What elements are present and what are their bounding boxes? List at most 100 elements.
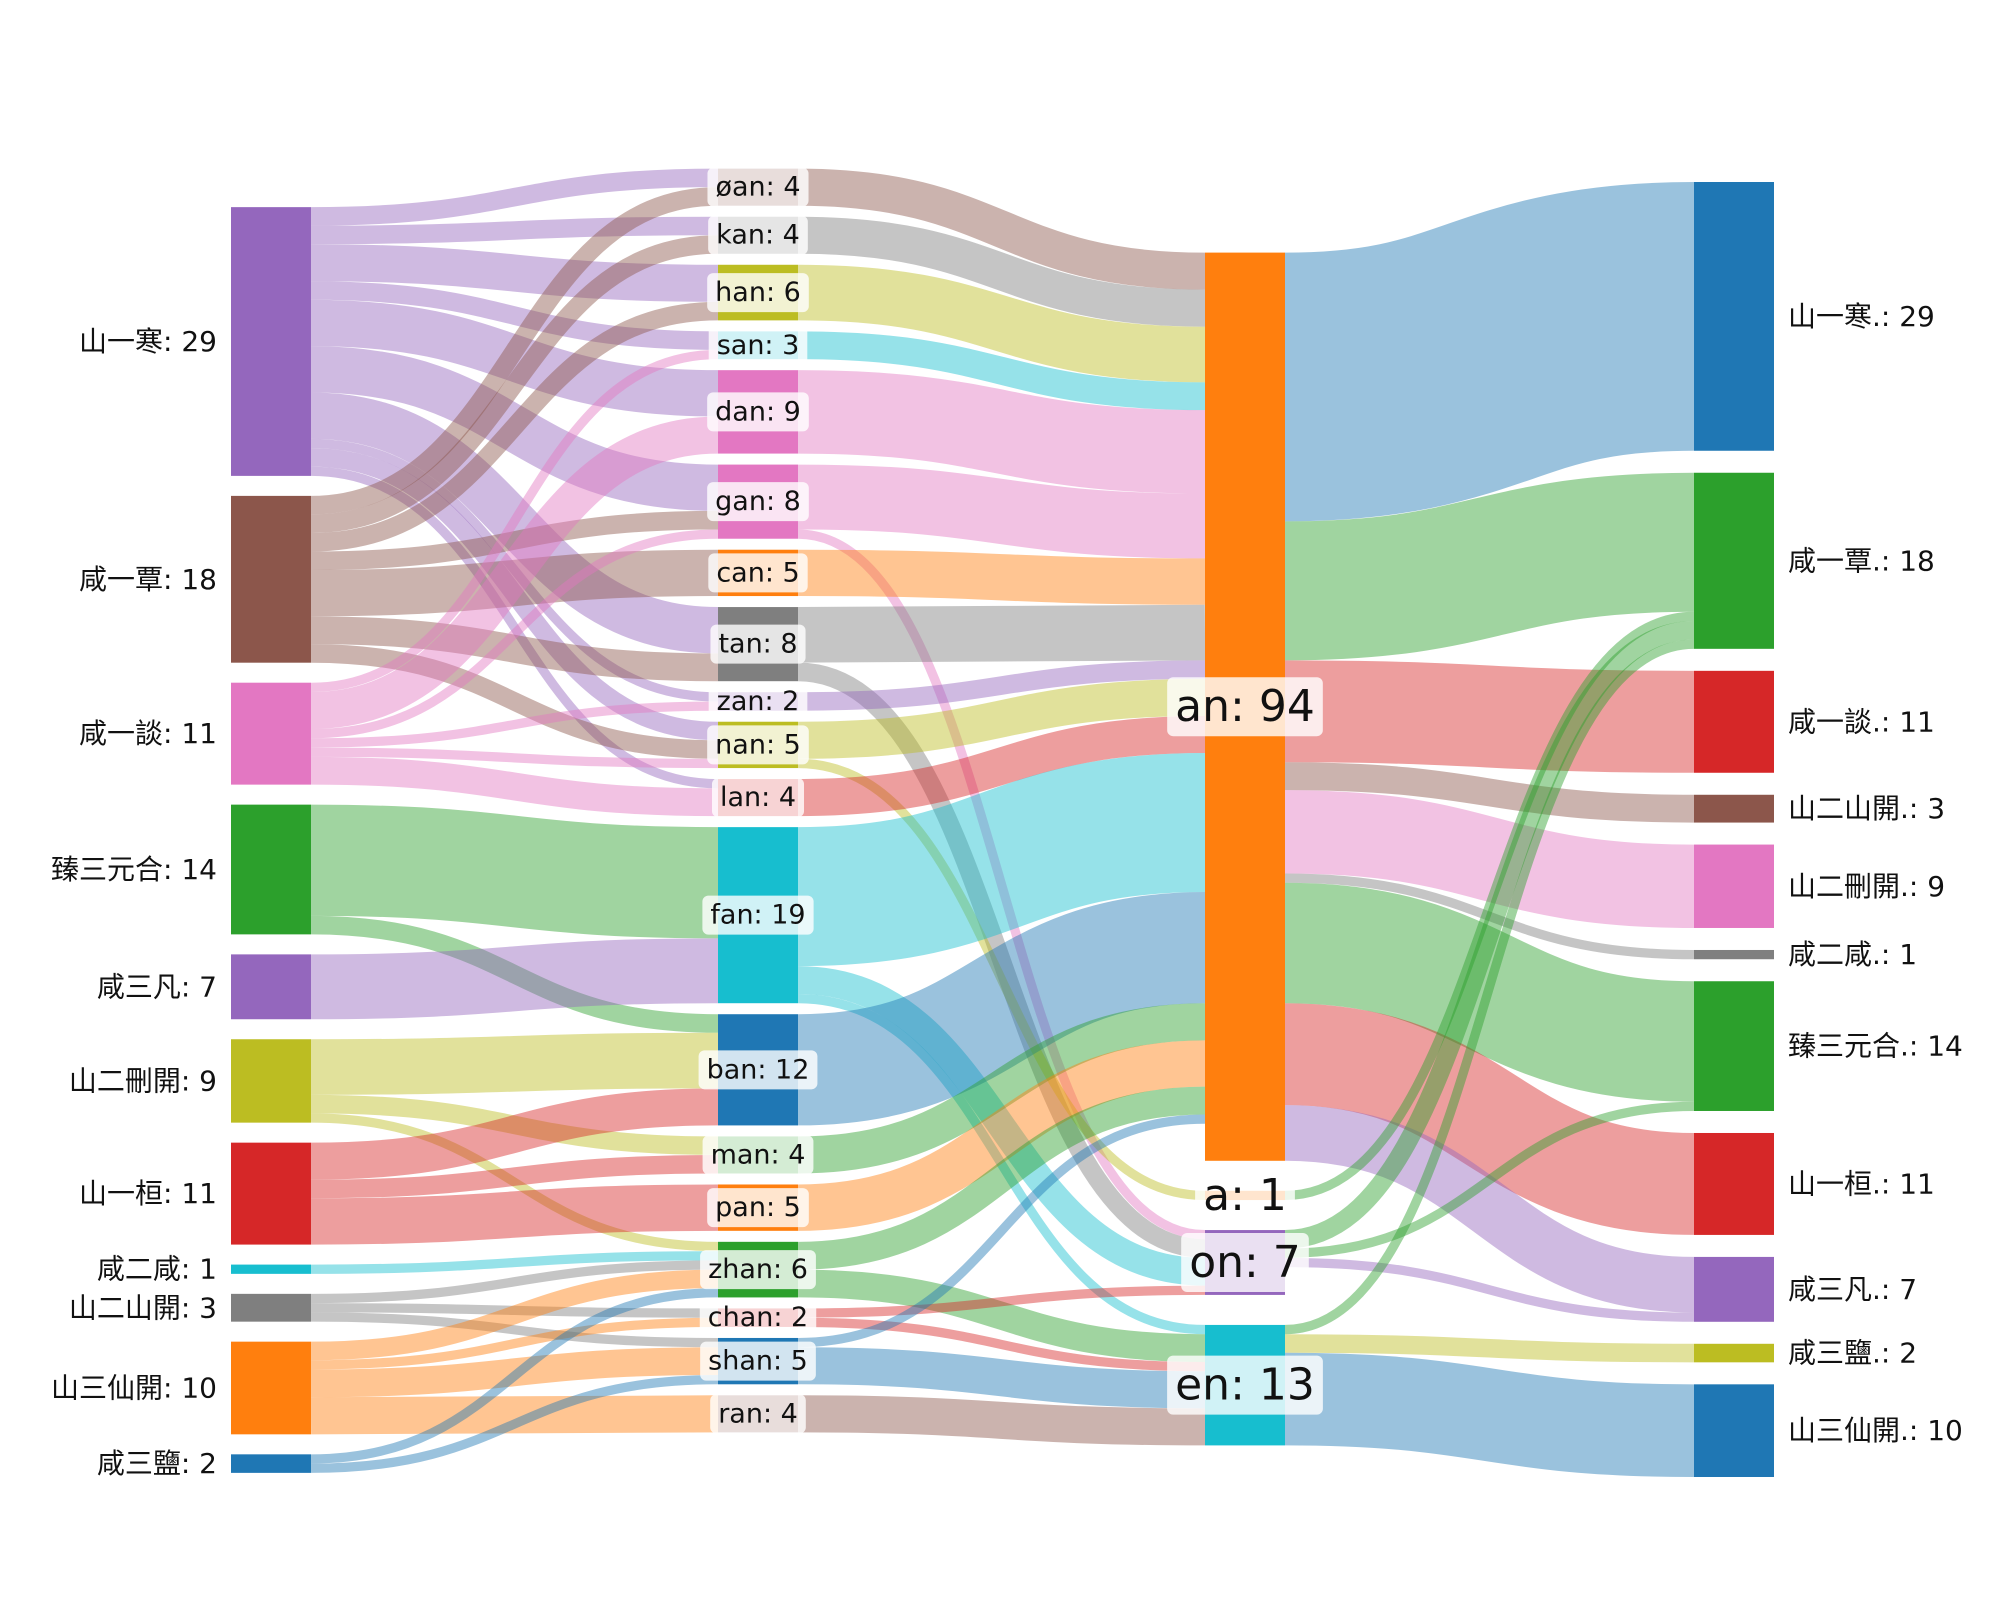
flow-M_lan-to-F_an: [797, 715, 1206, 817]
node-label-M_pan: pan: 5: [715, 1192, 801, 1223]
node-label-M_man: man: 4: [711, 1139, 806, 1170]
flow-M_gan-to-F_on: [797, 529, 1206, 1240]
flow-M_fan-to-F_on: [797, 966, 1206, 1286]
flow-L_xian2xian-to-M_zhan: [310, 1251, 719, 1274]
flow-M_pan-to-F_an: [797, 1040, 1206, 1231]
flow-F_an-to-R_xian2xian: [1284, 873, 1695, 960]
flow-L_zhen3yuan-to-M_fan: [310, 804, 719, 939]
node-L_shan3xian: [231, 1341, 311, 1435]
flow-M_zan-to-F_an: [797, 660, 1206, 711]
node-label-bg-M_gan: [707, 482, 809, 522]
node-label-L_shan1huan: 山一桓: 11: [79, 1177, 217, 1210]
node-R_xian2xian: [1694, 949, 1774, 960]
node-label-M_tan: tan: 8: [718, 629, 797, 660]
flow-M_ran-to-F_en: [797, 1395, 1206, 1446]
node-label-bg-M_oan: [707, 167, 809, 207]
flow-L_shan3xian-to-M_chan: [310, 1317, 719, 1370]
flow-M_can-to-F_an: [797, 549, 1206, 605]
node-R_xian1tan2: [1694, 670, 1774, 773]
node-R_xian1tan: [1694, 472, 1774, 649]
node-label-M_ran: ran: 4: [718, 1398, 798, 1429]
node-label-L_xian2xian: 咸二咸: 1: [97, 1253, 217, 1286]
node-label-F_en: en: 13: [1175, 1360, 1315, 1411]
flow-L_zhen3yuan-to-M_ban: [310, 915, 719, 1033]
node-R_zhen3yuan: [1694, 981, 1774, 1111]
flow-F_a-to-R_xian1tan: [1284, 611, 1695, 1201]
flow-M_chan-to-F_on: [797, 1285, 1206, 1318]
node-R_shan2shan: [1694, 844, 1774, 928]
node-label-L_shan1han: 山一寒: 29: [79, 325, 217, 358]
node-label-R_xian1tan2: 咸一談.: 11: [1788, 705, 1935, 738]
flow-L_shan1han-to-M_san: [310, 281, 719, 350]
flow-L_shan1han-to-M_kan: [310, 216, 719, 245]
node-label-M_oan: øan: 4: [715, 172, 800, 203]
node-label-bg-F_a: [1195, 1165, 1295, 1225]
flow-L_xian1tan-to-M_can: [310, 549, 719, 617]
flow-M_shan-to-F_an: [797, 1114, 1206, 1348]
flow-M_tan-to-F_on: [797, 662, 1206, 1258]
flow-F_an-to-R_shan2shankai: [1284, 762, 1695, 823]
flow-L_xian1tan2-to-M_gan: [310, 529, 719, 739]
node-label-R_shan2shan: 山二刪開.: 9: [1788, 870, 1945, 903]
node-label-bg-M_lan: [711, 778, 805, 818]
node-label-L_zhen3yuan: 臻三元合: 14: [51, 853, 217, 886]
node-label-R_shan1han: 山一寒.: 29: [1788, 300, 1935, 333]
flow-F_en-to-R_xian1tan: [1284, 639, 1695, 1335]
flow-M_oan-to-F_an: [797, 168, 1206, 290]
node-label-L_xian3yan: 咸三鹽: 2: [97, 1447, 217, 1480]
flow-F_en-to-R_xian3yan: [1284, 1334, 1695, 1363]
node-label-R_xian1tan: 咸一覃.: 18: [1788, 544, 1935, 577]
flow-L_xian1tan-to-M_oan: [310, 187, 719, 515]
node-label-M_ban: ban: 12: [707, 1054, 810, 1085]
flow-L_shan1han-to-M_lan: [310, 466, 719, 789]
flow-M_chan-to-F_en: [797, 1317, 1206, 1372]
flow-M_tan-to-F_an: [797, 604, 1206, 663]
links-layer: [310, 168, 1696, 1477]
node-label-bg-M_can: [708, 553, 808, 593]
flow-F_an-to-R_zhen3yuan: [1284, 882, 1695, 1102]
node-label-bg-M_pan: [707, 1188, 809, 1228]
node-label-M_zan: zan: 2: [717, 686, 800, 717]
node-label-bg-M_dan: [707, 392, 809, 432]
node-label-R_shan2shankai: 山二山開.: 3: [1788, 792, 1945, 825]
node-R_xian3fan: [1694, 1256, 1774, 1322]
flow-F_an-to-R_xian1tan2: [1284, 660, 1695, 773]
flow-M_san-to-F_an: [797, 331, 1206, 411]
node-L_shan1han: [231, 207, 311, 476]
flow-L_xian1tan-to-M_kan: [310, 235, 719, 533]
flow-L_shan2shankai-to-M_shan: [310, 1312, 719, 1348]
flow-M_shan-to-F_en: [797, 1347, 1206, 1409]
labels-layer: 山一寒: 29 咸一覃: 18 咸一談: 11 臻三元合: 14 咸三凡: 7 山二刪開:…: [51, 167, 1963, 1480]
node-label-L_shan2shan: 山二刪開: 9: [69, 1064, 217, 1097]
node-label-M_han: han: 6: [715, 277, 801, 308]
node-label-R_xian3fan: 咸三凡.: 7: [1788, 1273, 1917, 1306]
flow-F_on-to-R_xian1tan: [1284, 621, 1695, 1249]
flow-F_an-to-R_xian3fan: [1284, 1105, 1695, 1313]
flow-F_on-to-R_xian3fan: [1284, 1257, 1695, 1322]
node-label-bg-M_kan: [708, 215, 808, 255]
node-label-M_shan: shan: 5: [708, 1346, 808, 1377]
node-L_xian3fan: [231, 954, 311, 1020]
node-label-M_dan: dan: 9: [715, 396, 801, 427]
flow-L_xian1tan2-to-M_dan: [310, 416, 719, 730]
flow-L_shan3xian-to-M_ran: [310, 1395, 719, 1435]
flow-L_shan1han-to-M_oan: [310, 168, 719, 226]
node-label-bg-M_ban: [698, 1050, 818, 1090]
flow-M_nan-to-F_an: [797, 678, 1206, 759]
node-label-bg-M_man: [702, 1135, 814, 1175]
node-R_shan1huan: [1694, 1132, 1774, 1235]
flow-F_on-to-R_zhen3yuan: [1284, 1101, 1695, 1258]
flow-L_xian1tan-to-M_gan: [310, 510, 719, 571]
node-label-M_san: san: 3: [717, 330, 800, 361]
flow-L_shan2shan-to-M_zhan: [310, 1113, 719, 1252]
flow-L_xian3yan-to-M_shan: [310, 1375, 719, 1473]
flow-M_han-to-F_an: [797, 264, 1206, 383]
node-label-bg-F_en: [1167, 1355, 1323, 1415]
node-label-R_xian3yan: 咸三鹽.: 2: [1788, 1337, 1917, 1370]
node-label-bg-M_san: [708, 325, 808, 365]
flow-M_fan-to-F_an: [797, 753, 1206, 967]
flow-L_shan1han-to-M_han: [310, 244, 719, 302]
node-R_xian3yan: [1694, 1343, 1774, 1363]
node-L_zhen3yuan: [231, 804, 311, 935]
flow-L_shan2shan-to-M_man: [310, 1094, 719, 1155]
